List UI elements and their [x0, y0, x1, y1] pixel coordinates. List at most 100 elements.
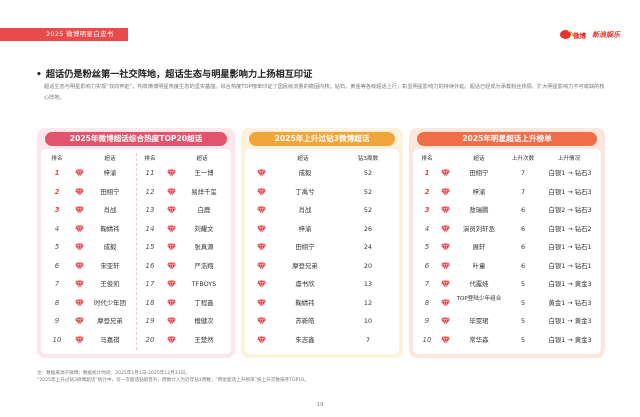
table-row: 13 白鹿	[41, 201, 231, 219]
rank: 4	[424, 224, 430, 233]
table-row: 鞠婧祎 12	[245, 294, 399, 312]
rank: 4	[54, 224, 60, 233]
super-topic-name: 毕雯珺	[469, 317, 489, 325]
super-topic-name: 鞠婧祎	[100, 224, 120, 233]
rise-count: 5	[520, 298, 526, 307]
rank: 9	[54, 317, 60, 325]
super-topic-name: 梓渝	[472, 187, 486, 196]
diamond-icon	[167, 298, 176, 307]
rank: 11	[145, 169, 155, 177]
diamond-icon	[441, 280, 450, 288]
super-topic-name: 摩登兄弟	[97, 317, 123, 325]
table-row: 6 宋亚轩	[41, 257, 231, 275]
rank: 6	[424, 261, 430, 270]
super-topic-name: 代露娃	[469, 280, 489, 288]
table-row: 梓渝 26	[245, 220, 399, 238]
super-topic-name: 丁禹兮	[295, 187, 315, 196]
page-number: 19	[316, 402, 324, 408]
diamond-icon	[257, 206, 266, 214]
diamond-icon	[167, 317, 176, 325]
diamond-icon	[441, 187, 450, 196]
weibo-logo-text: 微博	[573, 31, 586, 40]
table-row: 摩登兄弟 20	[245, 257, 399, 275]
super-topic-name: 严浩翔	[194, 261, 214, 270]
table-row: 4 演员刘轩丞 6 白银1 → 钻石2	[413, 220, 601, 238]
diamond-icon	[75, 169, 84, 177]
diamond-icon	[75, 187, 84, 196]
status-header: 上升情况	[557, 156, 581, 162]
diamond-icon	[441, 317, 450, 325]
super-topic-name: 成毅	[103, 243, 117, 251]
table-row: 10 马嘉祺	[41, 331, 231, 349]
rise-status: 白银1 → 钻石1	[548, 261, 592, 270]
rise-count: 6	[520, 261, 526, 270]
table-row: 18 丁程鑫	[41, 294, 231, 312]
super-topic-name: 朱志鑫	[295, 335, 315, 344]
super-topic-name: 苏新皓	[295, 317, 315, 325]
rising-panel-title: 2025年明星超话上升榜单	[417, 132, 597, 146]
rank: 6	[54, 261, 60, 270]
table-row: 20 王楚然	[41, 331, 231, 349]
table-row: 2 梓渝 7 白银1 → 钻石3	[413, 183, 601, 201]
intro-paragraph: 超话生态与明星影响力实现“双向奔赴”，构筑微博明星热度生态的坚实基座。综合热度T…	[44, 84, 605, 101]
rank-header: 排名	[144, 156, 156, 162]
rank: 5	[424, 243, 430, 251]
table-row: 2 田栩宁	[41, 183, 231, 201]
diamond-icon	[257, 280, 266, 288]
rank: 10	[52, 335, 62, 344]
diamond-icon	[75, 317, 84, 325]
rise-status: 白银1 → 钻石1	[548, 243, 592, 251]
rise-count: 7	[520, 187, 526, 196]
table-row: 14 刘耀文	[41, 220, 231, 238]
super-topic-name: 王楚然	[194, 335, 214, 344]
diamond-icon	[257, 224, 266, 233]
diamond3-table: 超话 钻3周数 成毅 52 丁禹兮 52 肖战 52 梓渝 26 田栩宁 24 摩登兄弟 20 虞书欣 13 鞠…	[245, 149, 399, 354]
super-topic-name: 张真源	[194, 243, 214, 251]
rise-count: 6	[520, 243, 526, 251]
super-topic-name: 叶童	[472, 261, 486, 270]
diamond3-weeks: 10	[363, 317, 373, 325]
rank: 2	[424, 187, 430, 196]
footnote-line-1: 注：数据来源于微博；数据统计时间：2025年1月1日-2025年12月31日。	[37, 371, 190, 376]
rank: 8	[424, 298, 430, 307]
diamond-icon	[75, 261, 84, 270]
table-row: 16 严浩翔	[41, 257, 231, 275]
diamond-icon	[441, 243, 450, 251]
super-topic-name: 宋亚轩	[100, 261, 120, 270]
rank: 14	[145, 224, 155, 233]
diamond-icon	[75, 280, 84, 288]
table-row: 7 代露娃 5 白银1 → 黄金3	[413, 275, 601, 293]
rise-count: 5	[520, 280, 526, 288]
diamond-icon	[441, 169, 450, 177]
table-row: 虞书欣 13	[245, 275, 399, 293]
diamond-icon	[257, 317, 266, 325]
super-topic-name: 梓渝	[298, 224, 312, 233]
rank: 9	[424, 317, 430, 325]
diamond-icon	[75, 243, 84, 251]
table-row: 19 檀健次	[41, 312, 231, 330]
rank: 15	[145, 243, 155, 251]
super-topic-name: 丁程鑫	[194, 298, 214, 307]
diamond-icon	[167, 206, 176, 214]
super-topic-name: 虞书欣	[295, 280, 315, 288]
diamond3-weeks: 7	[365, 335, 371, 344]
table-row: 7 王俊凯	[41, 275, 231, 293]
table-row: 1 田栩宁 7 白银1 → 钻石3	[413, 164, 601, 182]
super-topic-name: 檀健次	[194, 317, 214, 325]
super-topic-name: 展轩	[472, 243, 486, 251]
rising-panel: 2025年明星超话上升榜单 排名 超话 上升次数 上升情况 1 田栩宁 7 白银1 → 钻石3…	[409, 128, 605, 358]
diamond-icon	[75, 335, 84, 344]
rank: 1	[54, 169, 60, 177]
rank-header: 排名	[421, 156, 433, 162]
table-row: 8 TOP登陆少年组合 5 黄金1 → 钻石3	[413, 294, 601, 312]
rank: 2	[54, 187, 60, 196]
super-topic-name: 成毅	[298, 169, 312, 177]
table-row: 朱志鑫 7	[245, 331, 399, 349]
diamond-icon	[441, 206, 450, 214]
table-row: 10 常华森 5 白银1 → 黄金3	[413, 331, 601, 349]
super-topic-name: 常华森	[469, 335, 489, 344]
super-topic-name: 田栩宁	[469, 169, 489, 177]
diamond3-weeks: 20	[363, 261, 373, 270]
name-header: 超话	[196, 156, 208, 162]
rise-status: 白银1 → 钻石3	[548, 187, 592, 196]
